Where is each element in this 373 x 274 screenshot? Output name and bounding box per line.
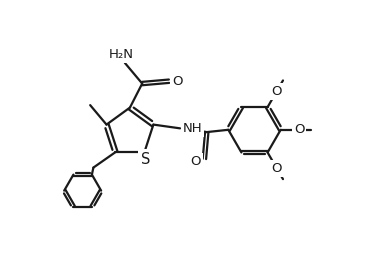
- Text: O: O: [294, 123, 304, 136]
- Text: O: O: [272, 85, 282, 98]
- Text: O: O: [191, 155, 201, 168]
- Text: S: S: [141, 152, 150, 167]
- Text: H₂N: H₂N: [109, 48, 134, 61]
- Text: O: O: [172, 75, 183, 88]
- Text: O: O: [272, 162, 282, 175]
- Text: NH: NH: [182, 122, 202, 135]
